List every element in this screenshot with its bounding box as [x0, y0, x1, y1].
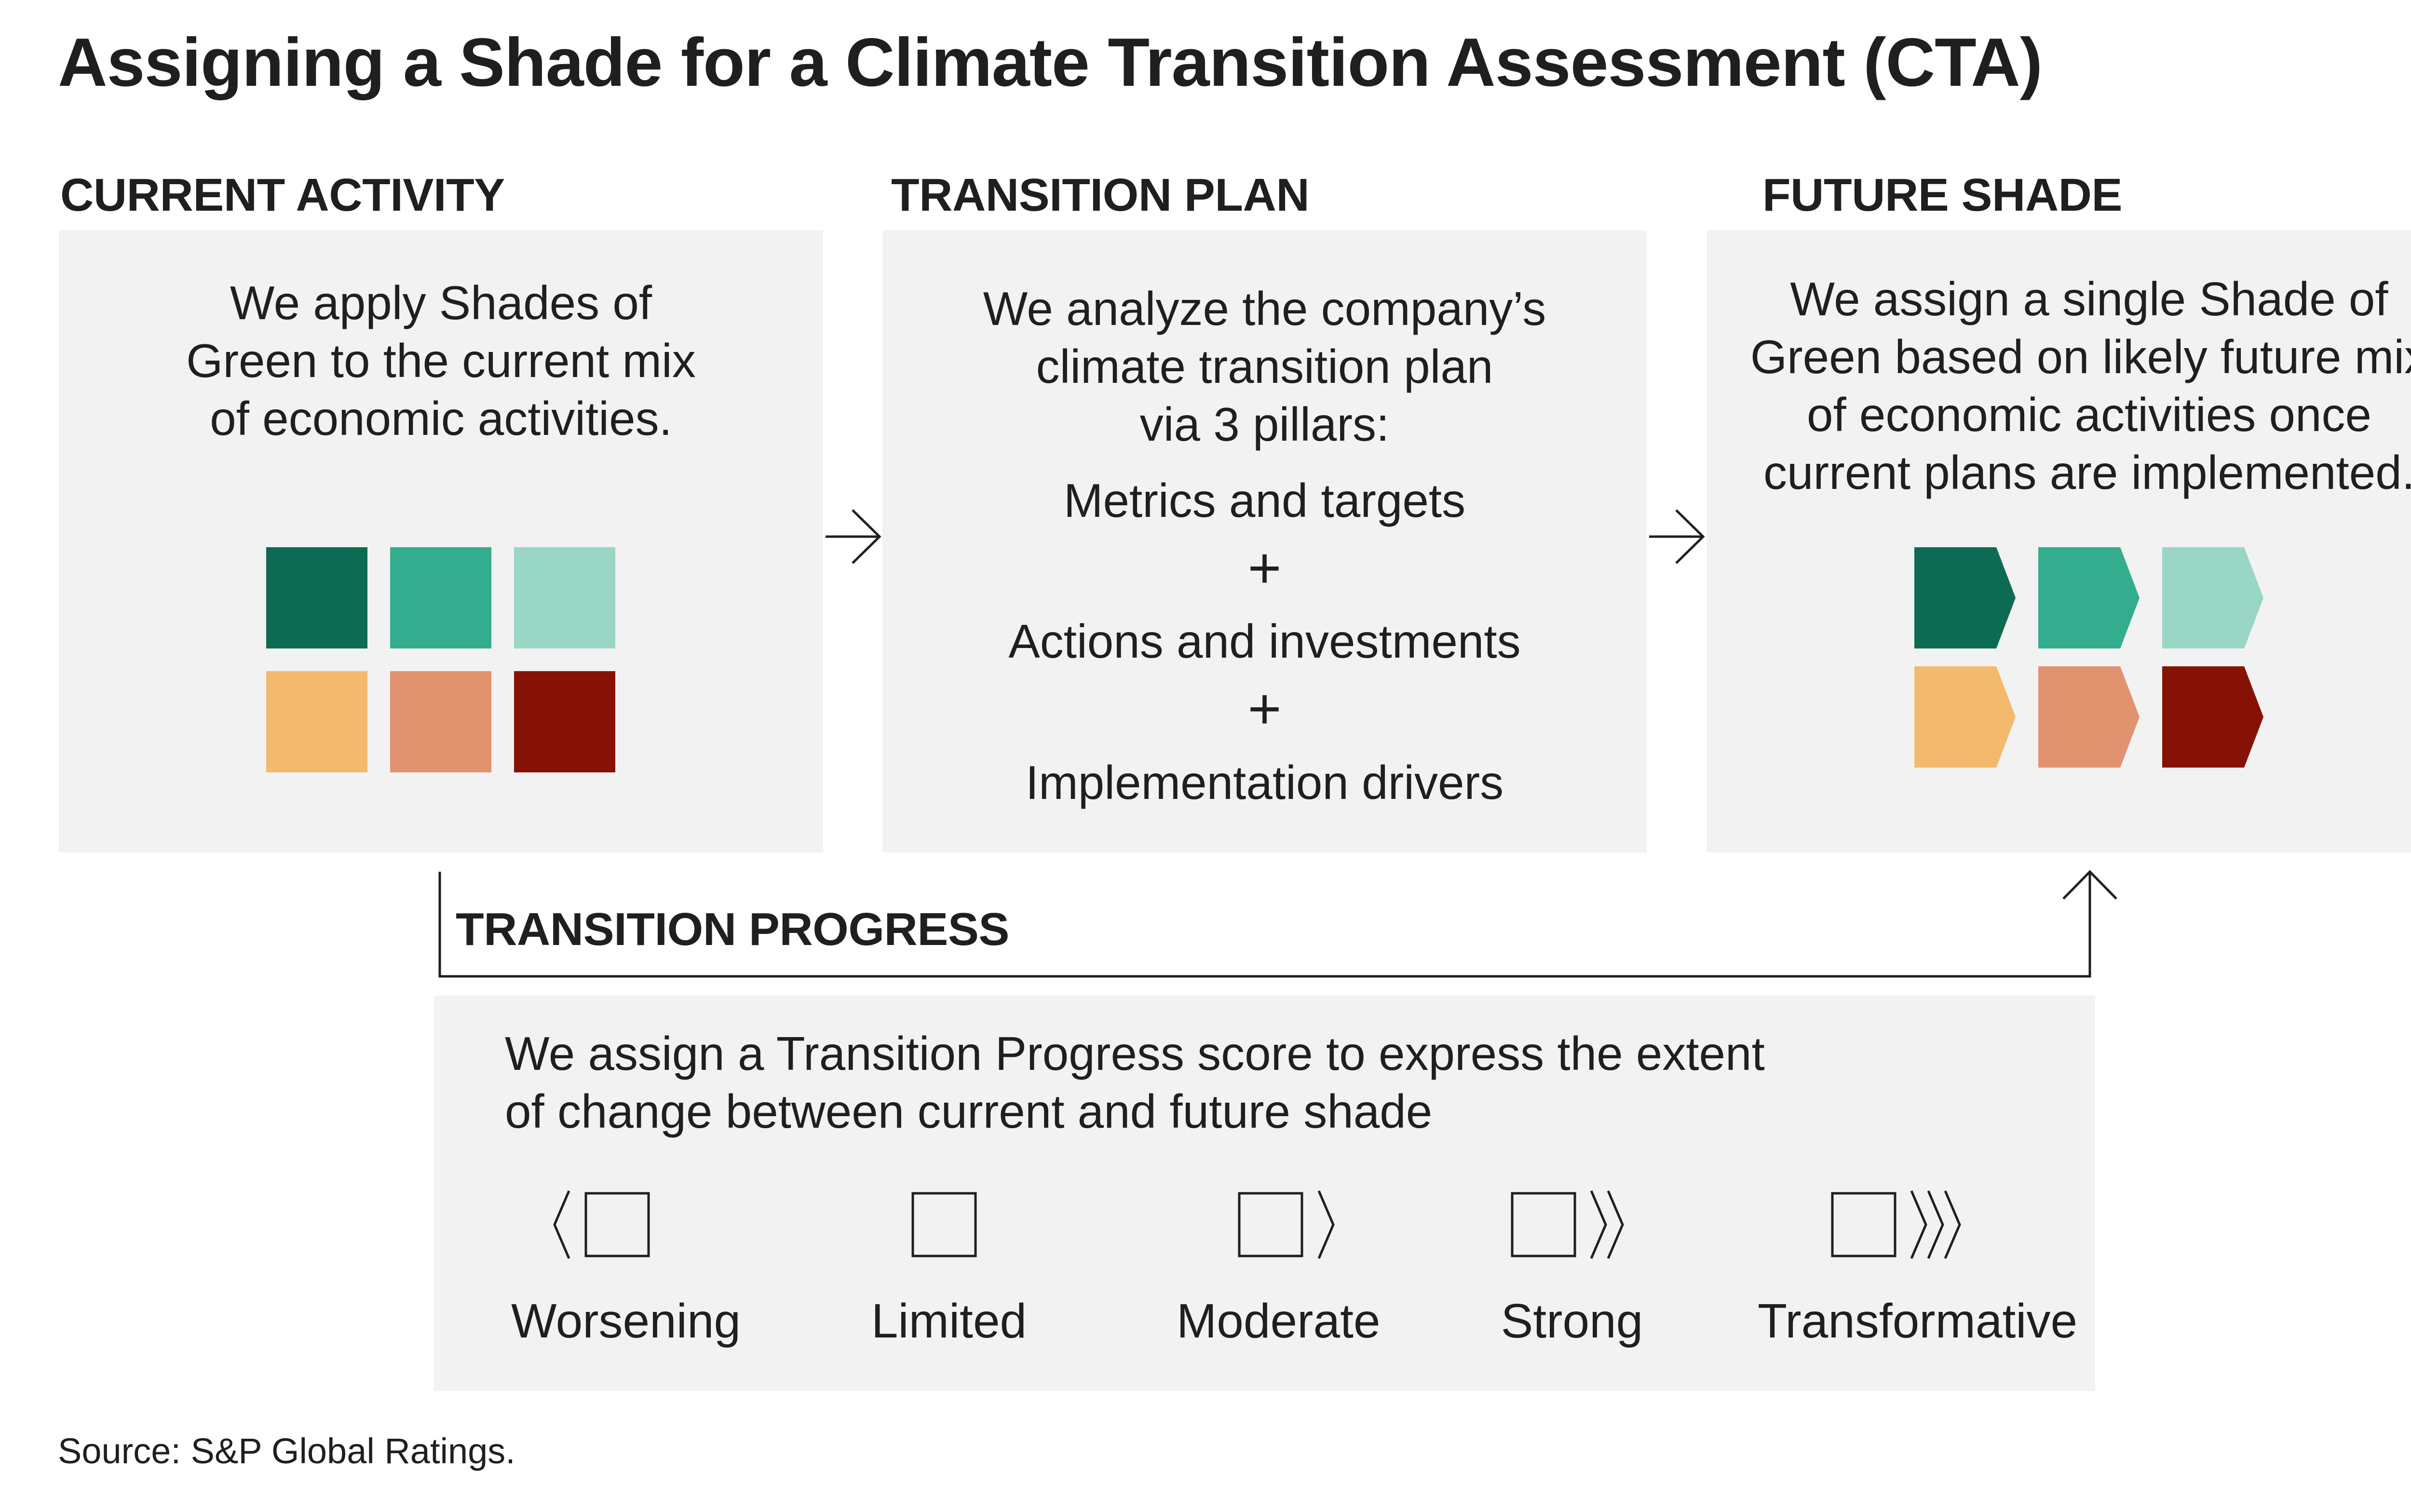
text-line: We apply Shades of	[230, 276, 652, 329]
text-line: of change between current and future sha…	[505, 1085, 1433, 1138]
text-line: We analyze the company’s	[983, 282, 1546, 335]
transition-progress-panel: We assign a Transition Progress score to…	[434, 996, 2095, 1391]
source-note: Source: S&P Global Ratings.	[58, 1431, 515, 1471]
shade-chevron-dark-green	[1914, 547, 2016, 648]
text-line: Green to the current mix	[186, 334, 696, 387]
shade-tile-orange	[390, 671, 491, 772]
strong-score-icon	[1511, 1190, 1624, 1259]
text-line: We assign a Transition Progress score to…	[505, 1027, 1765, 1080]
shade-tile-light-green	[514, 547, 615, 648]
shade-chevron-orange	[2038, 666, 2140, 768]
shade-chevron-light-green	[2162, 547, 2263, 648]
arrow-right-icon	[1649, 509, 1705, 564]
current-activity-heading: CURRENT ACTIVITY	[60, 169, 505, 221]
shade-tile-yellow	[266, 671, 367, 772]
pillar-metrics: Metrics and targets	[1063, 474, 1466, 527]
transformative-score-icon	[1831, 1190, 1961, 1259]
text-line: of economic activities.	[210, 392, 672, 445]
score-label-transformative: Transformative	[1758, 1294, 2078, 1348]
text-line: of economic activities once	[1806, 388, 2372, 441]
arrow-right-icon	[826, 509, 881, 564]
plus-symbol: +	[1247, 536, 1282, 600]
transition-progress-text: We assign a Transition Progress score to…	[505, 1025, 2048, 1140]
future-shade-panel: We assign a single Shade of Green based …	[1707, 230, 2411, 852]
page-title: Assigning a Shade for a Climate Transiti…	[58, 24, 2043, 101]
plus-symbol: +	[1247, 676, 1282, 741]
shade-chevron-yellow	[1914, 666, 2016, 768]
current-activity-text: We apply Shades of Green to the current …	[59, 274, 823, 447]
text-line: current plans are implemented.	[1763, 446, 2411, 499]
moderate-score-icon	[1238, 1190, 1335, 1259]
score-label-strong: Strong	[1501, 1294, 1643, 1348]
transition-plan-panel: We analyze the company’s climate transit…	[882, 230, 1647, 852]
shade-tile-medium-green	[390, 547, 491, 648]
current-activity-panel: We apply Shades of Green to the current …	[59, 230, 823, 852]
transition-progress-heading: TRANSITION PROGRESS	[456, 904, 1009, 955]
text-line: We assign a single Shade of	[1790, 272, 2388, 325]
worsening-score-icon	[553, 1190, 650, 1259]
future-shade-text: We assign a single Shade of Green based …	[1707, 270, 2411, 501]
transition-plan-heading: TRANSITION PLAN	[891, 169, 1310, 221]
text-line: Green based on likely future mix	[1750, 330, 2411, 383]
transition-plan-text: We analyze the company’s climate transit…	[882, 280, 1647, 453]
score-icons	[553, 1190, 1961, 1259]
limited-score-icon	[911, 1192, 977, 1257]
score-label-limited: Limited	[871, 1294, 1027, 1348]
future-shade-heading: FUTURE SHADE	[1762, 169, 2123, 221]
shade-chevron-red	[2162, 666, 2263, 768]
text-line: via 3 pillars:	[1139, 398, 1390, 451]
text-line: climate transition plan	[1036, 340, 1493, 393]
pillar-actions: Actions and investments	[1008, 615, 1521, 668]
shade-tile-dark-green	[266, 547, 367, 648]
shade-tile-red	[514, 671, 615, 772]
pillar-implementation: Implementation drivers	[1025, 756, 1504, 809]
score-label-worsening: Worsening	[511, 1294, 741, 1348]
score-label-moderate: Moderate	[1177, 1294, 1381, 1348]
progress-connector-arrow-icon	[438, 870, 2117, 978]
shade-chevron-medium-green	[2038, 547, 2140, 648]
